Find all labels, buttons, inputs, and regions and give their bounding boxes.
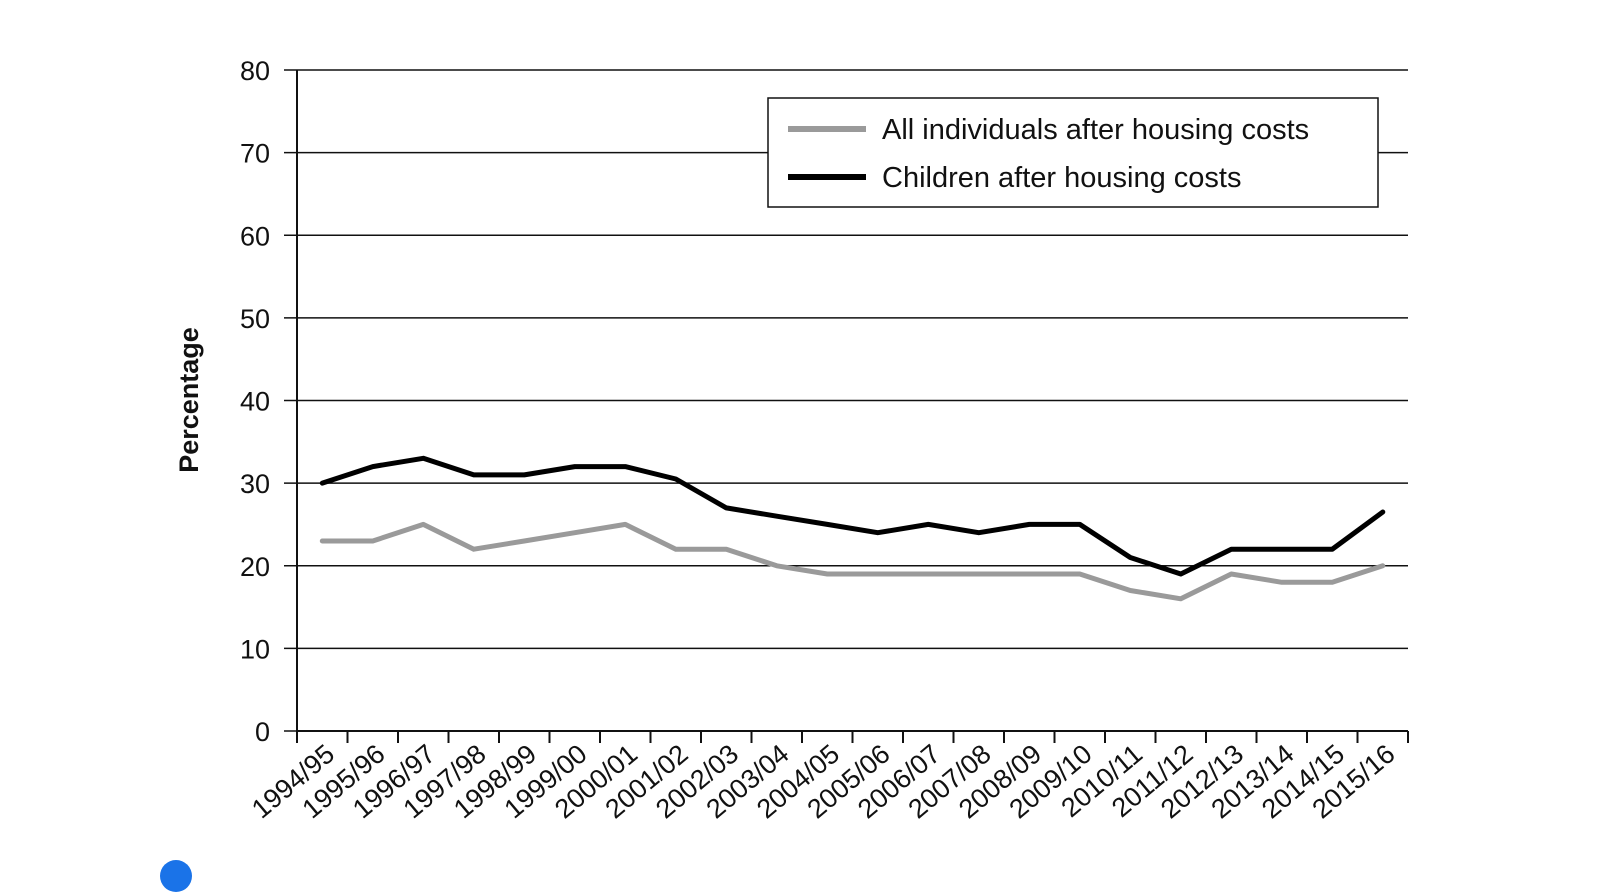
axes: [296, 70, 1409, 743]
x-tick-labels: 1994/951995/961996/971997/981998/991999/…: [246, 739, 1401, 825]
series-line-1: [319, 455, 1386, 577]
y-tick-label-10: 10: [240, 634, 270, 664]
y-tick-label-30: 30: [240, 469, 270, 499]
series-lines: [319, 455, 1386, 602]
legend: All individuals after housing costs Chil…: [767, 97, 1379, 208]
y-tick-label-20: 20: [240, 552, 270, 582]
legend-label-children: Children after housing costs: [882, 162, 1241, 194]
y-tick-labels: 0 10 20 30 40 50 60 70 80: [240, 56, 270, 747]
y-axis-title: Percentage: [174, 327, 204, 473]
y-tick-label-0: 0: [255, 717, 270, 747]
overlay-dot[interactable]: [160, 860, 192, 892]
series-line-0: [319, 521, 1386, 602]
y-tick-label-60: 60: [240, 221, 270, 251]
legend-label-all-individuals: All individuals after housing costs: [882, 114, 1309, 146]
y-tick-label-50: 50: [240, 304, 270, 334]
grid-lines: [284, 69, 1408, 732]
y-tick-label-70: 70: [240, 139, 270, 169]
legend-box: [767, 97, 1379, 208]
y-tick-label-80: 80: [240, 56, 270, 86]
y-tick-label-40: 40: [240, 387, 270, 417]
